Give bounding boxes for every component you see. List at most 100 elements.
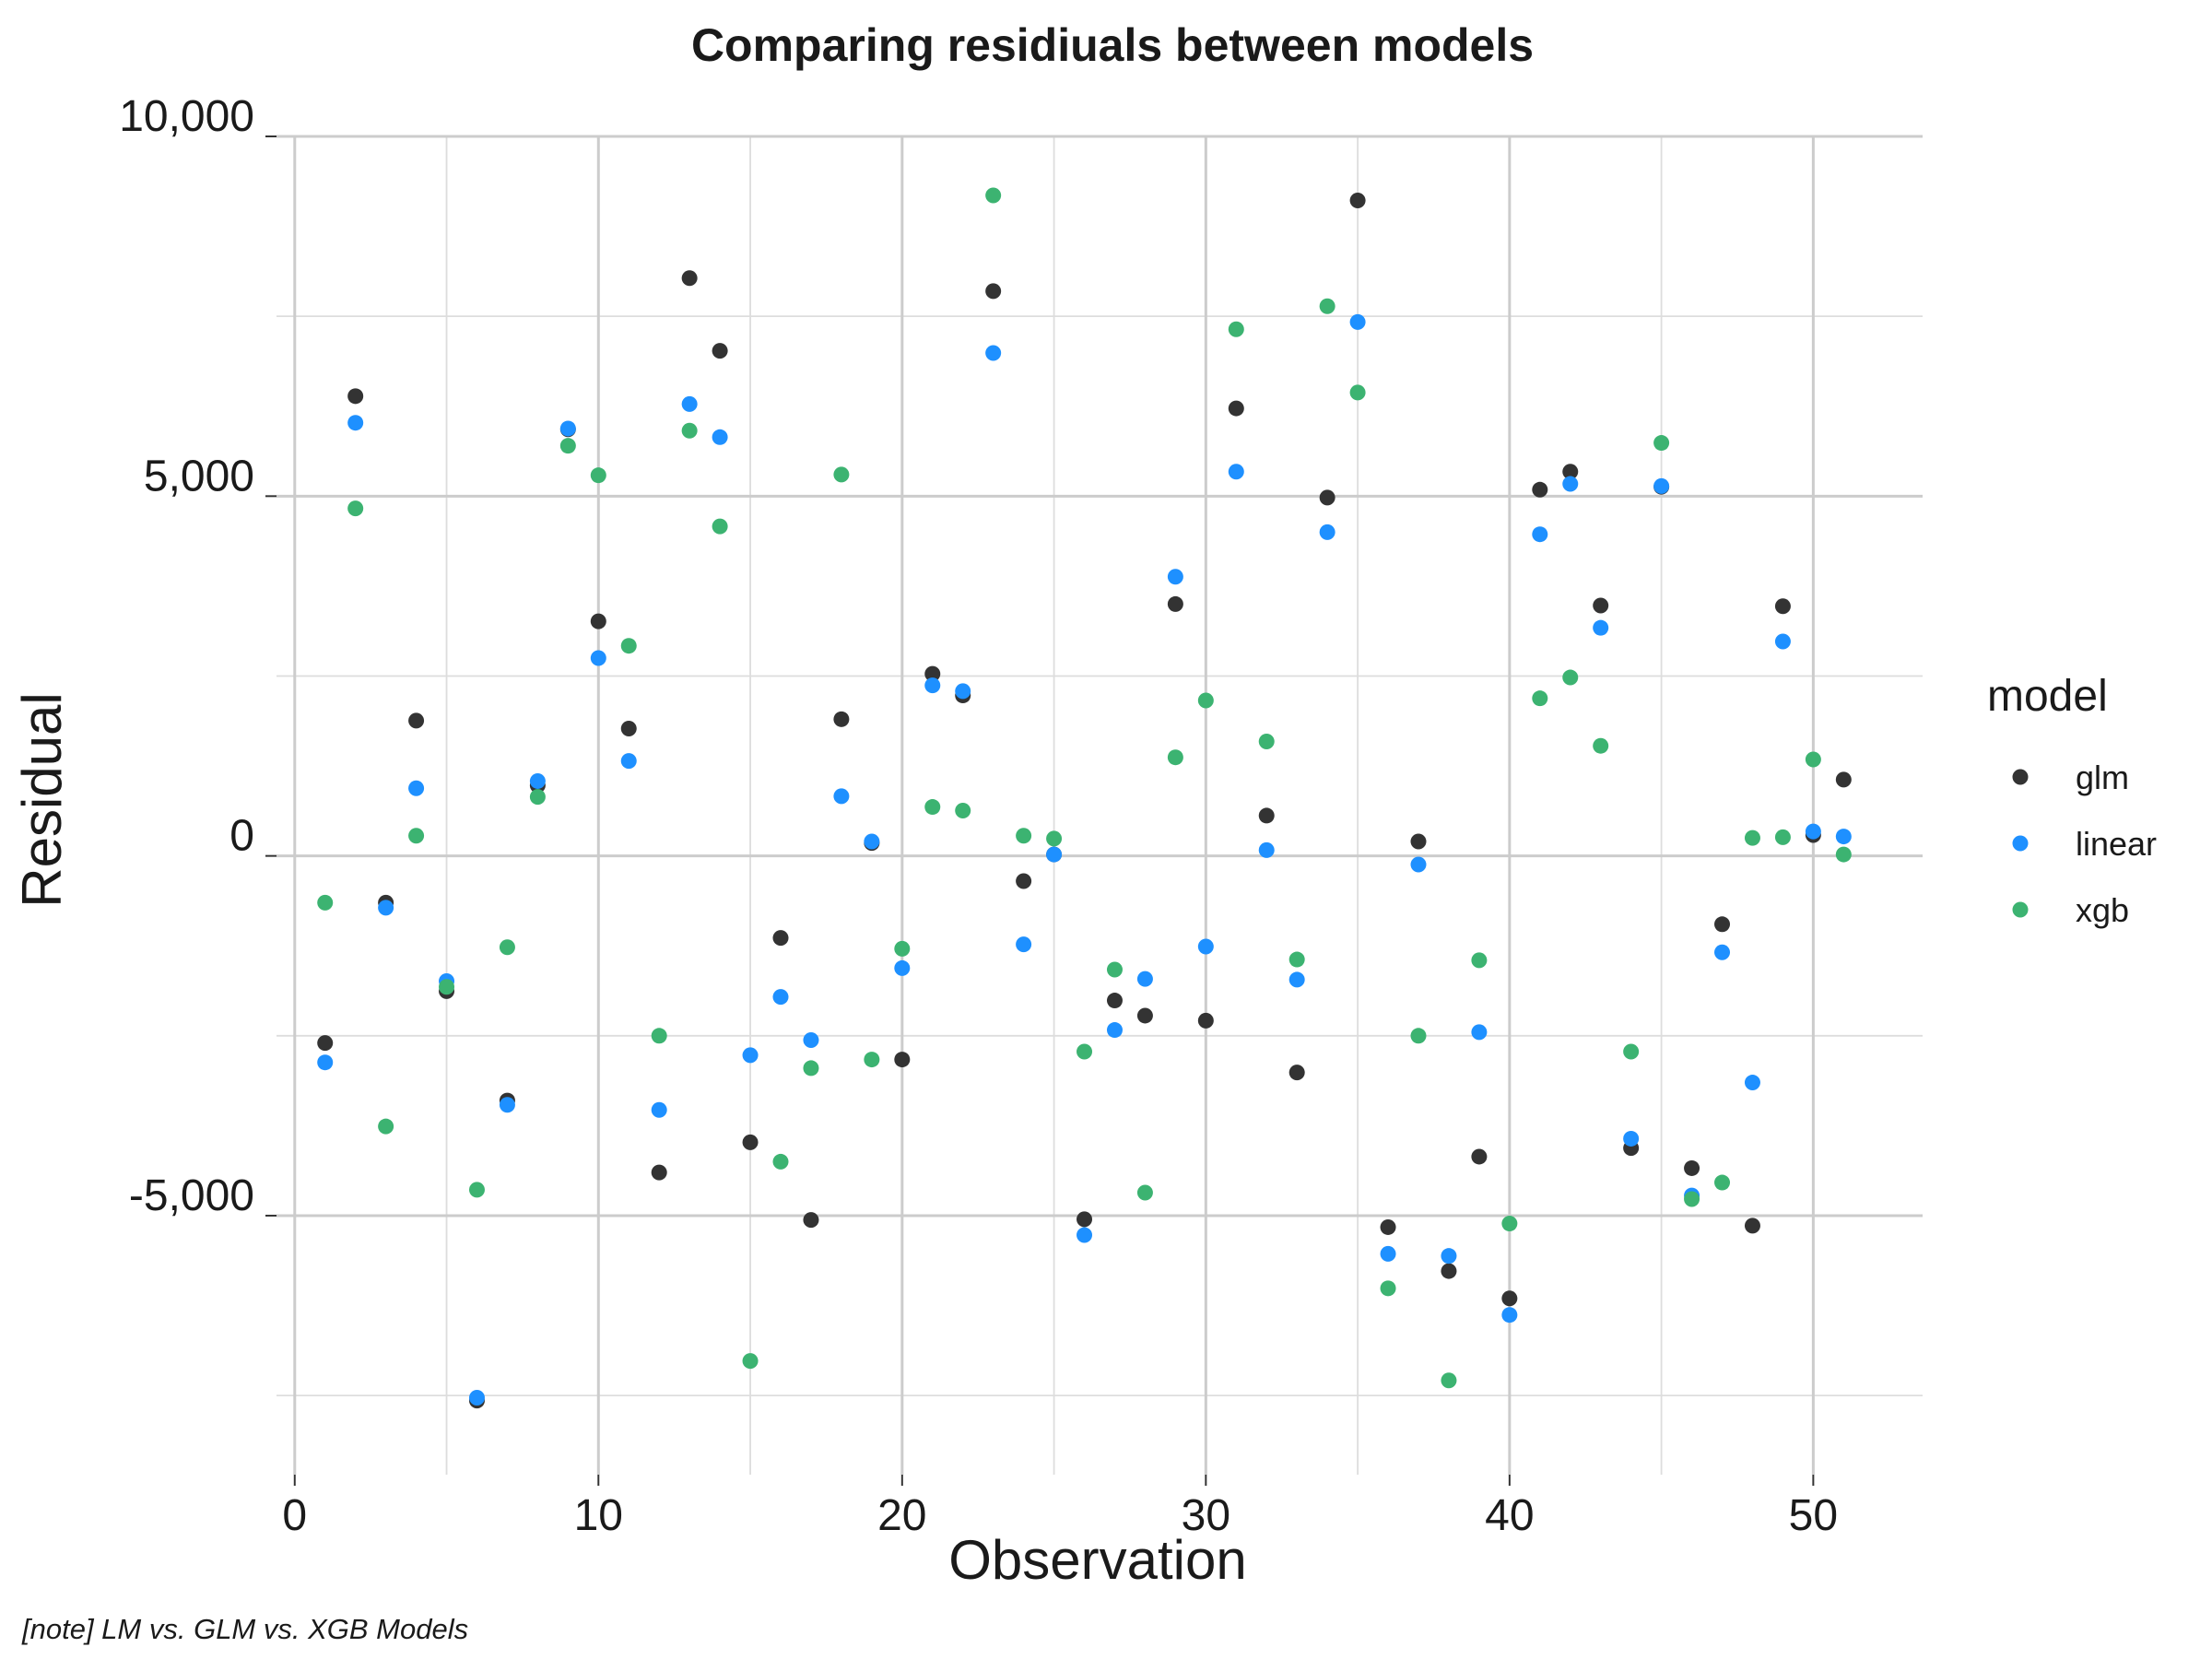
glm-point: [681, 270, 698, 287]
legend-title: model: [1987, 672, 2108, 721]
xgb-point: [681, 422, 698, 439]
linear-point: [317, 1054, 334, 1071]
glm-point: [1197, 1012, 1214, 1029]
xgb-point: [1349, 384, 1366, 401]
linear-point: [1623, 1130, 1640, 1147]
linear-point: [712, 429, 728, 445]
xgb-point: [347, 500, 364, 517]
linear-point: [772, 989, 789, 1006]
linear-point: [864, 833, 880, 850]
glm-point: [1501, 1290, 1518, 1307]
linear-point: [1258, 841, 1275, 858]
legend: model glm linear xgb: [1987, 672, 2157, 929]
glm-point: [1593, 597, 1609, 614]
linear-point: [559, 420, 576, 437]
linear-point: [1744, 1075, 1760, 1091]
x-tick-label: 0: [282, 1491, 307, 1540]
xgb-point: [924, 799, 941, 816]
xgb-point: [1167, 749, 1183, 766]
linear-point: [1167, 569, 1183, 585]
glm-point: [1835, 771, 1852, 788]
linear-point: [955, 683, 971, 700]
linear-point: [1532, 526, 1548, 543]
glm-point: [1288, 1065, 1305, 1081]
linear-point: [468, 1389, 485, 1406]
xgb-point: [1288, 951, 1305, 968]
data-points: [317, 187, 1852, 1409]
glm-point: [1228, 400, 1244, 417]
xgb-point: [1471, 952, 1488, 969]
y-tick-label: 0: [229, 812, 254, 861]
linear-point: [1228, 464, 1244, 480]
glm-point: [1684, 1159, 1700, 1176]
glm-point: [317, 1035, 334, 1052]
linear-point: [1077, 1227, 1093, 1243]
legend-key-xgb: [2012, 901, 2029, 918]
xgb-point: [1046, 830, 1063, 847]
legend-label-glm: glm: [2076, 759, 2129, 796]
glm-point: [1106, 993, 1123, 1009]
glm-point: [1471, 1148, 1488, 1165]
xgb-point: [1744, 830, 1760, 846]
linear-point: [1562, 476, 1579, 492]
glm-point: [1410, 833, 1427, 850]
linear-point: [742, 1047, 759, 1064]
glm-point: [1077, 1211, 1093, 1228]
linear-point: [894, 959, 911, 976]
x-axis-title: Observation: [948, 1529, 1247, 1591]
xgb-point: [590, 467, 606, 484]
linear-point: [529, 772, 546, 789]
series-linear: [317, 313, 1852, 1406]
xgb-point: [742, 1353, 759, 1370]
glm-point: [1744, 1218, 1760, 1234]
xgb-point: [864, 1052, 880, 1068]
x-tick-label: 20: [877, 1491, 926, 1540]
glm-point: [1167, 595, 1183, 612]
linear-point: [1319, 524, 1335, 540]
xgb-point: [1623, 1043, 1640, 1060]
legend-key-linear: [2012, 835, 2029, 852]
linear-point: [924, 677, 941, 694]
axis-tick-labels: 0 10 20 30 40 50 -5,000 0 5,000 10,000: [119, 92, 1838, 1540]
glm-point: [833, 711, 850, 727]
xgb-point: [559, 438, 576, 454]
y-axis-title: Residual: [11, 692, 73, 907]
xgb-point: [772, 1153, 789, 1170]
glm-point: [1349, 192, 1366, 208]
xgb-point: [1805, 751, 1821, 768]
x-tick-label: 30: [1182, 1491, 1230, 1540]
xgb-point: [985, 187, 1002, 204]
glm-point: [347, 388, 364, 405]
linear-point: [1016, 936, 1032, 953]
linear-point: [1106, 1022, 1123, 1039]
xgb-point: [1380, 1280, 1396, 1297]
glm-point: [924, 665, 941, 682]
legend-key-glm: [2012, 769, 2029, 785]
linear-point: [1288, 971, 1305, 988]
xgb-point: [651, 1028, 667, 1044]
xgb-point: [1684, 1191, 1700, 1207]
series-xgb: [317, 187, 1852, 1389]
xgb-point: [1016, 828, 1032, 844]
legend-label-xgb: xgb: [2076, 891, 2129, 929]
glm-point: [651, 1164, 667, 1181]
x-tick-label: 10: [574, 1491, 623, 1540]
xgb-point: [1774, 829, 1791, 845]
y-tick-label: -5,000: [129, 1171, 254, 1220]
xgb-point: [499, 939, 515, 956]
glm-point: [772, 930, 789, 947]
glm-point: [894, 1052, 911, 1068]
linear-point: [681, 395, 698, 412]
xgb-point: [1319, 298, 1335, 314]
xgb-point: [620, 638, 637, 654]
glm-point: [1136, 1007, 1153, 1024]
linear-point: [1380, 1245, 1396, 1262]
xgb-point: [317, 894, 334, 911]
glm-point: [1714, 916, 1731, 933]
linear-point: [1653, 477, 1670, 494]
xgb-point: [1714, 1174, 1731, 1191]
axis-ticks: [265, 135, 1815, 1486]
xgb-point: [712, 518, 728, 535]
linear-point: [1714, 944, 1731, 960]
